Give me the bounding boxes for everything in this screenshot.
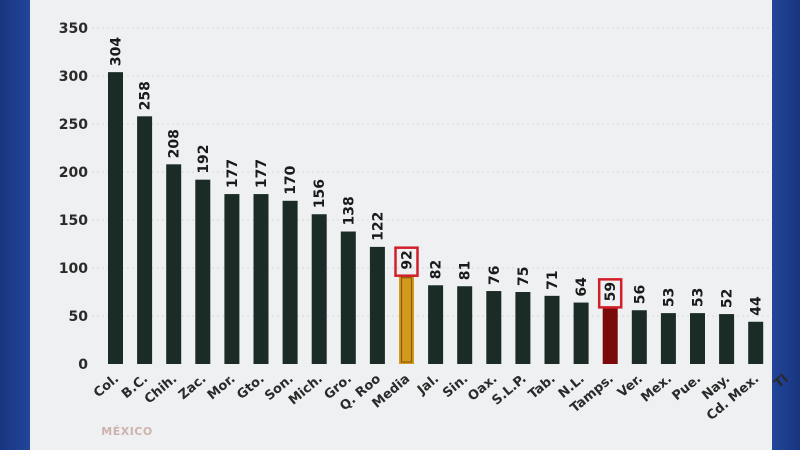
bar-mor- (224, 194, 240, 364)
bar-tab- (544, 295, 560, 364)
y-tick-label: 350 (59, 21, 88, 37)
bar-gro- (340, 231, 356, 364)
bar-nay- (719, 314, 735, 364)
data-label: 56 (632, 285, 648, 304)
x-tick-label: Mor. (205, 372, 239, 404)
x-tick-label: S.L.P. (489, 372, 529, 409)
x-tick-label: Gto. (234, 372, 267, 403)
bar-sin- (457, 286, 473, 364)
data-label: 53 (661, 288, 677, 307)
bar-n-l- (573, 302, 589, 364)
highlight-box (394, 246, 419, 277)
y-tick-label: 50 (69, 309, 89, 325)
data-label: 177 (254, 159, 270, 188)
y-tick-label: 100 (59, 261, 88, 277)
data-label: 52 (720, 289, 736, 308)
bar-ver- (631, 310, 647, 364)
y-tick-label: 0 (78, 357, 88, 373)
bar-son- (282, 200, 298, 364)
y-tick-label: 250 (59, 117, 88, 133)
x-tick-label: Chih. (142, 372, 180, 408)
bar-s-l-p- (515, 292, 531, 364)
data-label: 59 (603, 282, 619, 301)
x-tick-label: Mex. (638, 372, 675, 406)
y-tick-label: 300 (59, 69, 88, 85)
data-label: 64 (574, 277, 590, 297)
bar-media-inner-outline (400, 277, 413, 363)
bar-cd-mex- (748, 321, 764, 364)
data-label: 76 (487, 266, 503, 285)
chart-panel (30, 0, 772, 450)
bar-chih- (166, 164, 182, 364)
x-tick-label: Tl (772, 372, 792, 392)
bar-b-c- (137, 116, 153, 364)
y-tick-label: 200 (59, 165, 88, 181)
bar-jal- (428, 285, 444, 364)
data-label: 138 (341, 196, 357, 225)
bar-mich- (311, 214, 327, 364)
bar-col- (108, 72, 123, 364)
data-label: 122 (370, 212, 386, 241)
x-tick-label: Pue. (669, 372, 704, 404)
data-label: 258 (138, 81, 154, 110)
bar-q-roo (369, 246, 385, 364)
data-label: 53 (691, 288, 707, 307)
x-tick-label: Zac. (176, 372, 209, 403)
mexico-logo: MÉXICO (101, 425, 153, 438)
x-tick-label: Tab. (526, 372, 559, 403)
bar-mex- (660, 313, 676, 364)
y-tick-label: 150 (59, 213, 88, 229)
data-label: 192 (196, 144, 212, 173)
data-label: 71 (545, 270, 561, 289)
highlight-box (597, 278, 623, 309)
bar-gto- (253, 194, 269, 364)
data-label: 156 (312, 179, 328, 208)
bar-media (399, 275, 414, 364)
x-tick-label: Col. (91, 372, 122, 401)
data-label: 82 (429, 260, 445, 279)
x-tick-label: Sin. (440, 372, 471, 401)
data-label: 170 (283, 165, 299, 194)
bar-pue- (690, 313, 705, 364)
bar-oax- (486, 291, 502, 364)
data-label: 81 (458, 261, 474, 280)
x-tick-label: Jal. (414, 372, 442, 399)
data-label: 208 (167, 129, 183, 158)
data-label: 75 (516, 267, 532, 286)
data-label: 92 (400, 250, 416, 269)
bar-zac- (195, 179, 211, 364)
x-tick-label: Mich. (286, 372, 326, 409)
bar-tamps- (602, 307, 618, 364)
data-label: 304 (109, 37, 125, 66)
data-label: 44 (749, 296, 765, 316)
data-label: 177 (225, 159, 241, 188)
